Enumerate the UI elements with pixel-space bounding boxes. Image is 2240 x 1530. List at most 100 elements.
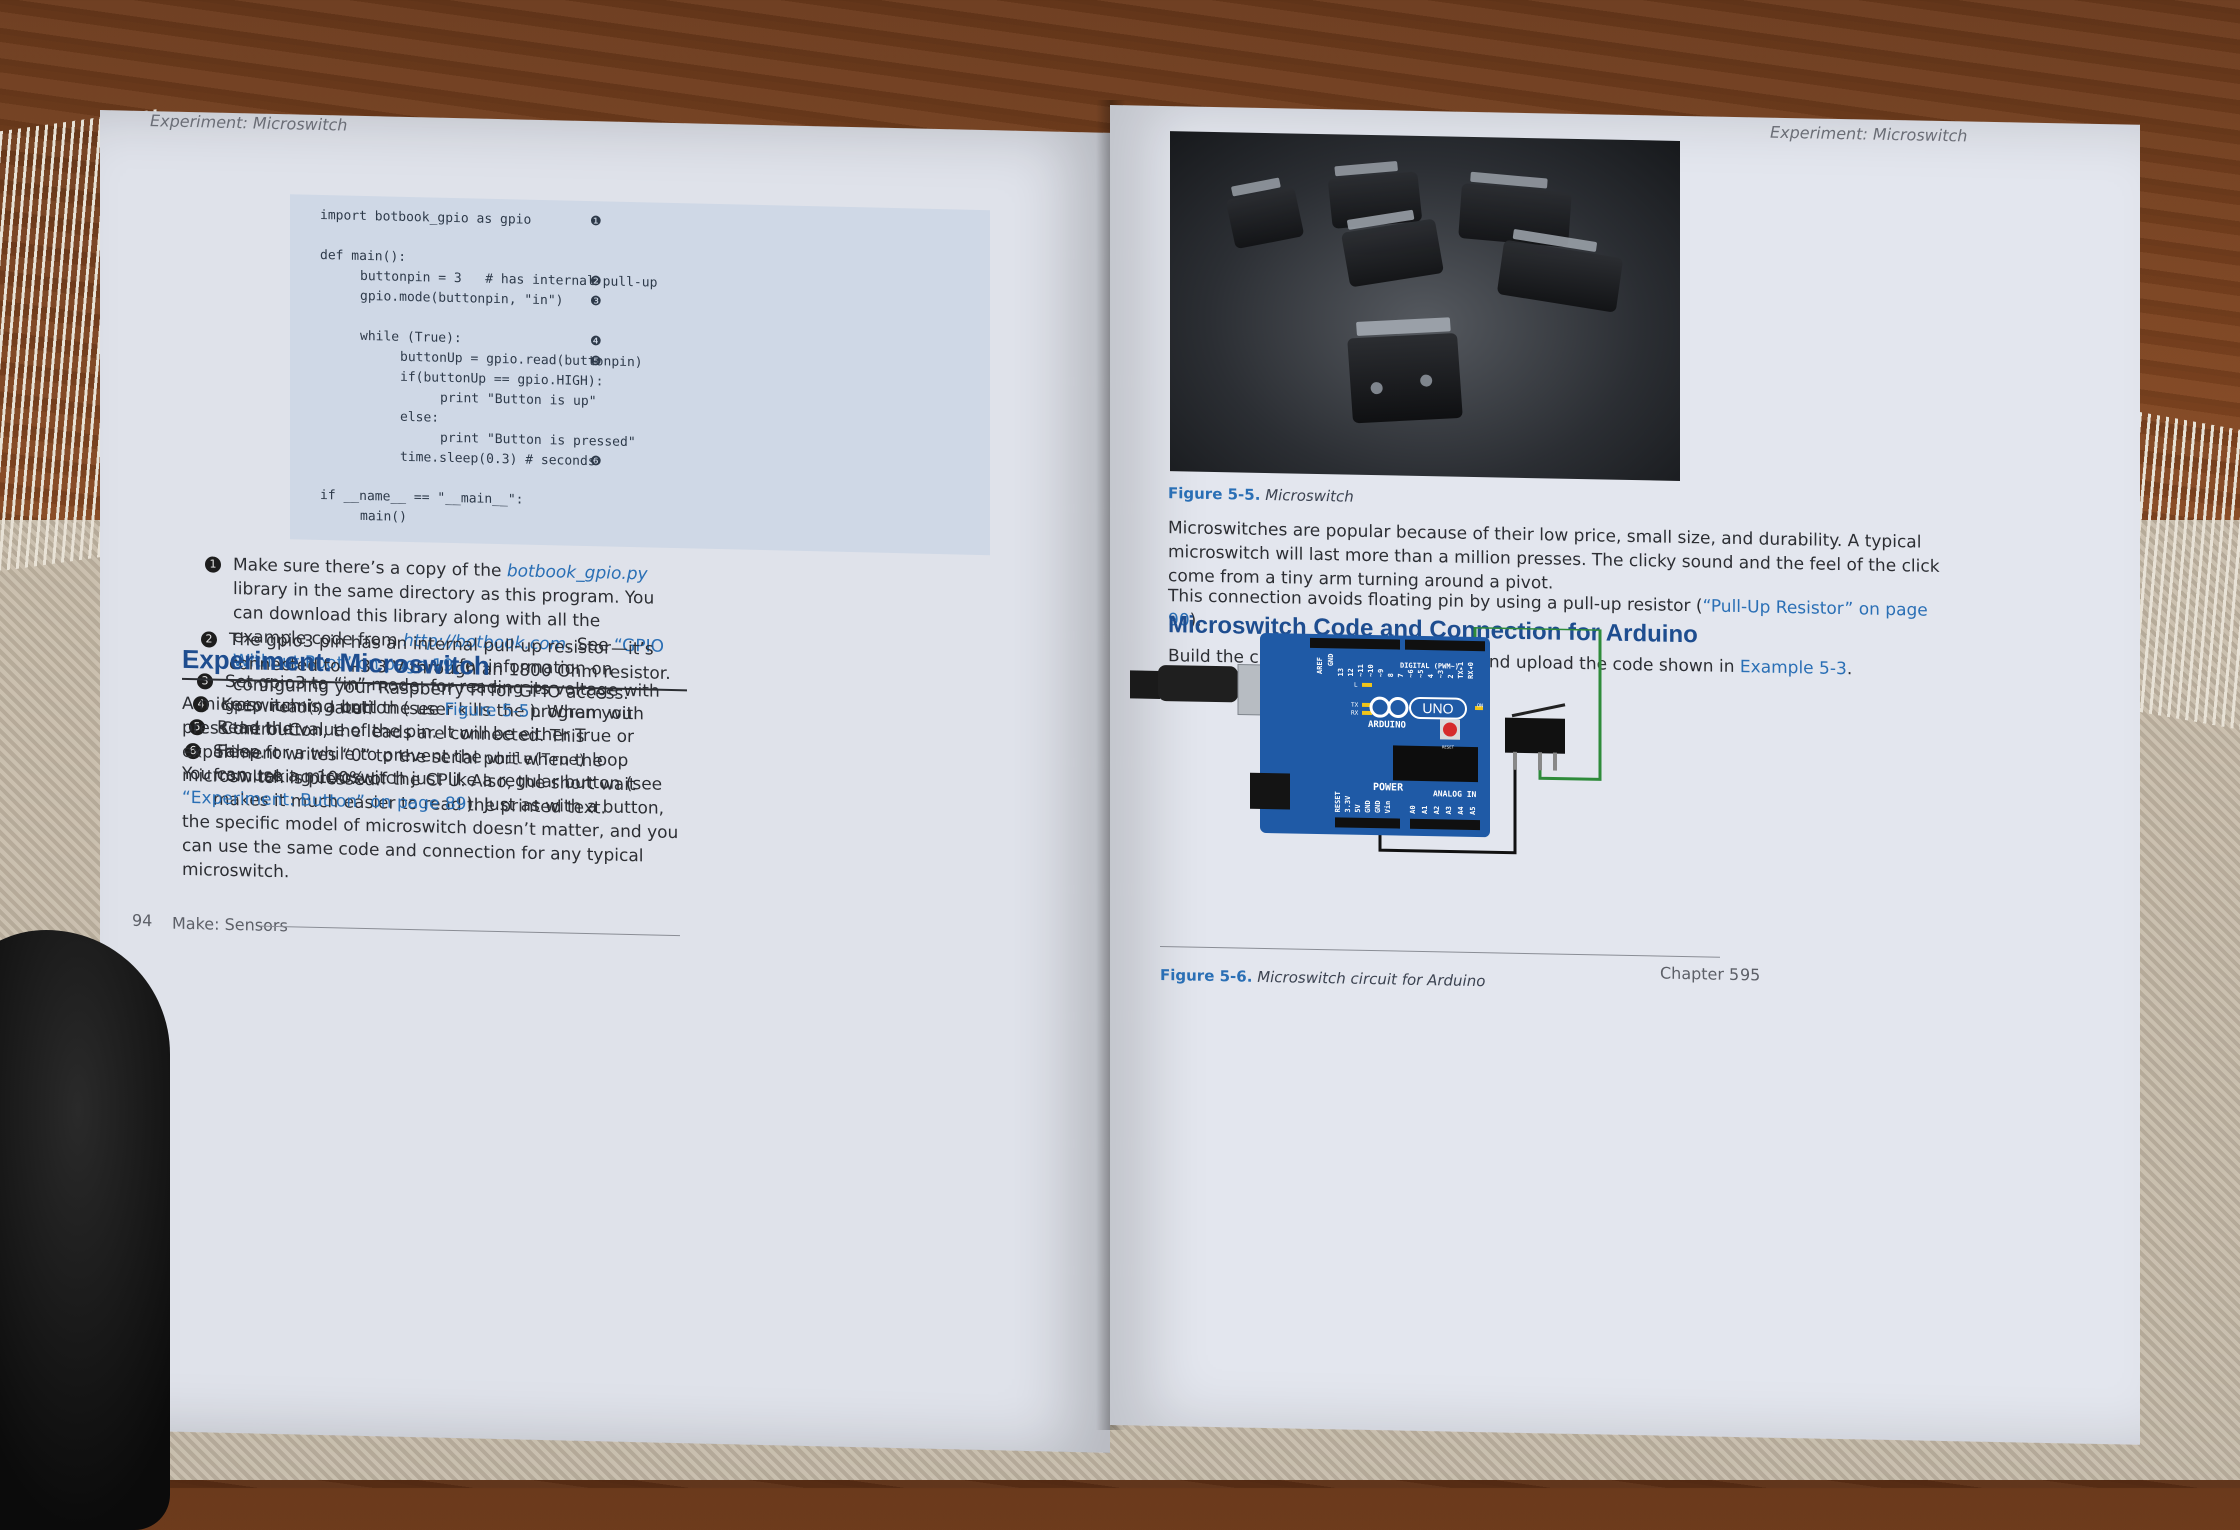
- power-pin-label: GND: [1374, 800, 1382, 813]
- figure-5-6-caption: Figure 5-6. Microswitch circuit for Ardu…: [1160, 966, 1485, 990]
- led-l-label: L: [1354, 682, 1358, 689]
- wire-green: [1473, 625, 1602, 781]
- figure-5-6-label: Figure 5-6.: [1160, 965, 1253, 986]
- digital-pin-label: 8: [1387, 673, 1395, 677]
- footer-book-title: Make: Sensors: [172, 913, 288, 936]
- microswitch-blurred-5: [1496, 228, 1624, 313]
- paragraph-usage: You can use a microswitch just like a re…: [182, 763, 679, 883]
- led-l: [1362, 682, 1372, 688]
- digital-pin-label: ~5: [1417, 669, 1425, 678]
- code-line: def main():: [320, 247, 407, 265]
- arduino-circuit-svg: UNO ARDUINO DIGITAL (PWM~) POWER ANALOG …: [1130, 625, 1602, 855]
- code-line: print "Button is up": [440, 390, 597, 410]
- code-listing: import botbook_gpio as gpio ❶ def main(): b…: [290, 194, 990, 556]
- digital-header-right: [1405, 639, 1485, 652]
- digital-pin-label: 4: [1427, 674, 1435, 678]
- running-head-left: Experiment: Microswitch: [150, 111, 348, 135]
- microswitch-lead-2: [1538, 752, 1542, 771]
- analog-pin-labels: A0 A1 A2 A3 A4 A5: [1409, 805, 1477, 815]
- digital-pin-label: TX▸1: [1457, 662, 1465, 679]
- digital-pin-label: ~11: [1357, 664, 1365, 677]
- digital-pin-labels: 13 12 ~11 ~10 ~9 8 7 ~6 ~5 4 ~3 2 TX▸1 RX◂0: [1337, 662, 1475, 679]
- analog-pin-label: A4: [1457, 806, 1465, 815]
- callout-number: 3: [197, 673, 213, 690]
- analog-pin-label: A2: [1433, 806, 1441, 815]
- code-marker: ❷: [590, 274, 602, 290]
- led-rx-label: RX: [1351, 710, 1359, 717]
- microswitch-body: [1505, 717, 1565, 754]
- page-number-right: 95: [1740, 965, 1761, 985]
- analog-pin-label: A3: [1445, 806, 1453, 815]
- power-pin-labels: RESET 3.3V 5V GND GND Vin: [1334, 791, 1392, 813]
- digital-header-left: [1310, 637, 1400, 650]
- digital-pin-label: RX◂0: [1467, 662, 1475, 679]
- code-line: else:: [400, 409, 440, 426]
- analog-label: ANALOG IN: [1433, 789, 1477, 799]
- aref-label: AREF: [1316, 657, 1324, 674]
- microswitch-blurred-1: [1225, 177, 1305, 250]
- code-marker: ❶: [590, 214, 602, 230]
- reset-button-label: RESET: [1442, 744, 1455, 749]
- code-line: gpio.mode(buttonpin, "in"): [360, 288, 564, 309]
- footer-chapter: Chapter 5: [1660, 963, 1740, 985]
- footer-rule-left: [260, 925, 680, 937]
- page-number-left: 94: [132, 910, 153, 931]
- black-sock: [0, 930, 170, 1530]
- code-line: if __name__ == "__main__":: [320, 487, 524, 508]
- code-line: if(buttonUp == gpio.HIGH):: [400, 369, 604, 390]
- analog-pin-label: A0: [1409, 805, 1417, 814]
- code-line: print "Button is pressed": [440, 430, 636, 451]
- microcontroller-chip: [1393, 745, 1478, 783]
- reset-button: [1443, 722, 1457, 737]
- figure-5-5-text: Microswitch: [1265, 485, 1354, 506]
- power-header: [1335, 817, 1400, 829]
- digital-pin-label: ~9: [1377, 669, 1385, 678]
- digital-pin-label: 2: [1447, 674, 1455, 678]
- power-jack: [1250, 772, 1290, 810]
- power-pin-label: Vin: [1384, 801, 1392, 814]
- digital-pin-label: ~6: [1407, 669, 1415, 678]
- power-label: POWER: [1373, 782, 1404, 794]
- figure-5-6-text: Microswitch circuit for Arduino: [1257, 967, 1486, 991]
- code-line: main(): [360, 508, 407, 525]
- code-marker: ❸: [590, 294, 602, 310]
- gnd-label: GND: [1327, 654, 1335, 667]
- power-pin-label: 5V: [1354, 803, 1362, 812]
- power-pin-label: 3.3V: [1344, 795, 1352, 813]
- microswitch-blurred-4: [1340, 209, 1445, 288]
- digital-pin-label: 12: [1347, 668, 1355, 677]
- figure-5-5-caption: Figure 5-5. Microswitch: [1168, 484, 1354, 506]
- digital-pin-label: ~10: [1367, 664, 1375, 677]
- power-pin-label: RESET: [1334, 791, 1342, 812]
- code-line: time.sleep(0.3) # seconds: [400, 449, 596, 470]
- code-marker: ❹: [590, 334, 602, 350]
- running-head-right: Experiment: Microswitch: [1770, 122, 1968, 146]
- usb-plug-end: [1130, 670, 1160, 699]
- digital-label: DIGITAL (PWM~): [1400, 662, 1459, 671]
- microswitch-photo: [1170, 131, 1680, 481]
- left-page: Experiment: Microswitch import botbook_g…: [100, 110, 1110, 1453]
- arduino-circuit-diagram: UNO ARDUINO DIGITAL (PWM~) POWER ANALOG …: [1130, 620, 1820, 963]
- analog-pin-label: A1: [1421, 806, 1429, 815]
- led-tx: [1362, 702, 1372, 708]
- figure-5-5-label: Figure 5-5.: [1168, 484, 1261, 504]
- power-pin-label: GND: [1364, 800, 1372, 813]
- digital-pin-label: 7: [1397, 673, 1405, 677]
- microswitch-focus: [1347, 317, 1463, 424]
- digital-pin-label: ~3: [1437, 670, 1445, 679]
- on-label: ON: [1477, 703, 1483, 709]
- microswitch-lead-1: [1513, 751, 1517, 770]
- code-lines: import botbook_gpio as gpio ❶ def main(): b…: [290, 194, 990, 525]
- analog-pin-label: A5: [1469, 806, 1477, 815]
- code-marker: ❻: [590, 454, 602, 470]
- uno-text: UNO: [1422, 700, 1453, 717]
- led-on: [1475, 706, 1483, 711]
- arduino-logo-right: [1387, 697, 1409, 719]
- rug-fringe-right: [2130, 410, 2240, 730]
- arduino-board: [1260, 632, 1490, 838]
- led-rx: [1362, 710, 1372, 716]
- arduino-text: ARDUINO: [1368, 720, 1407, 731]
- microswitch-lever: [1511, 703, 1566, 718]
- code-line: import botbook_gpio as gpio: [320, 207, 532, 228]
- wire-black: [1378, 747, 1517, 855]
